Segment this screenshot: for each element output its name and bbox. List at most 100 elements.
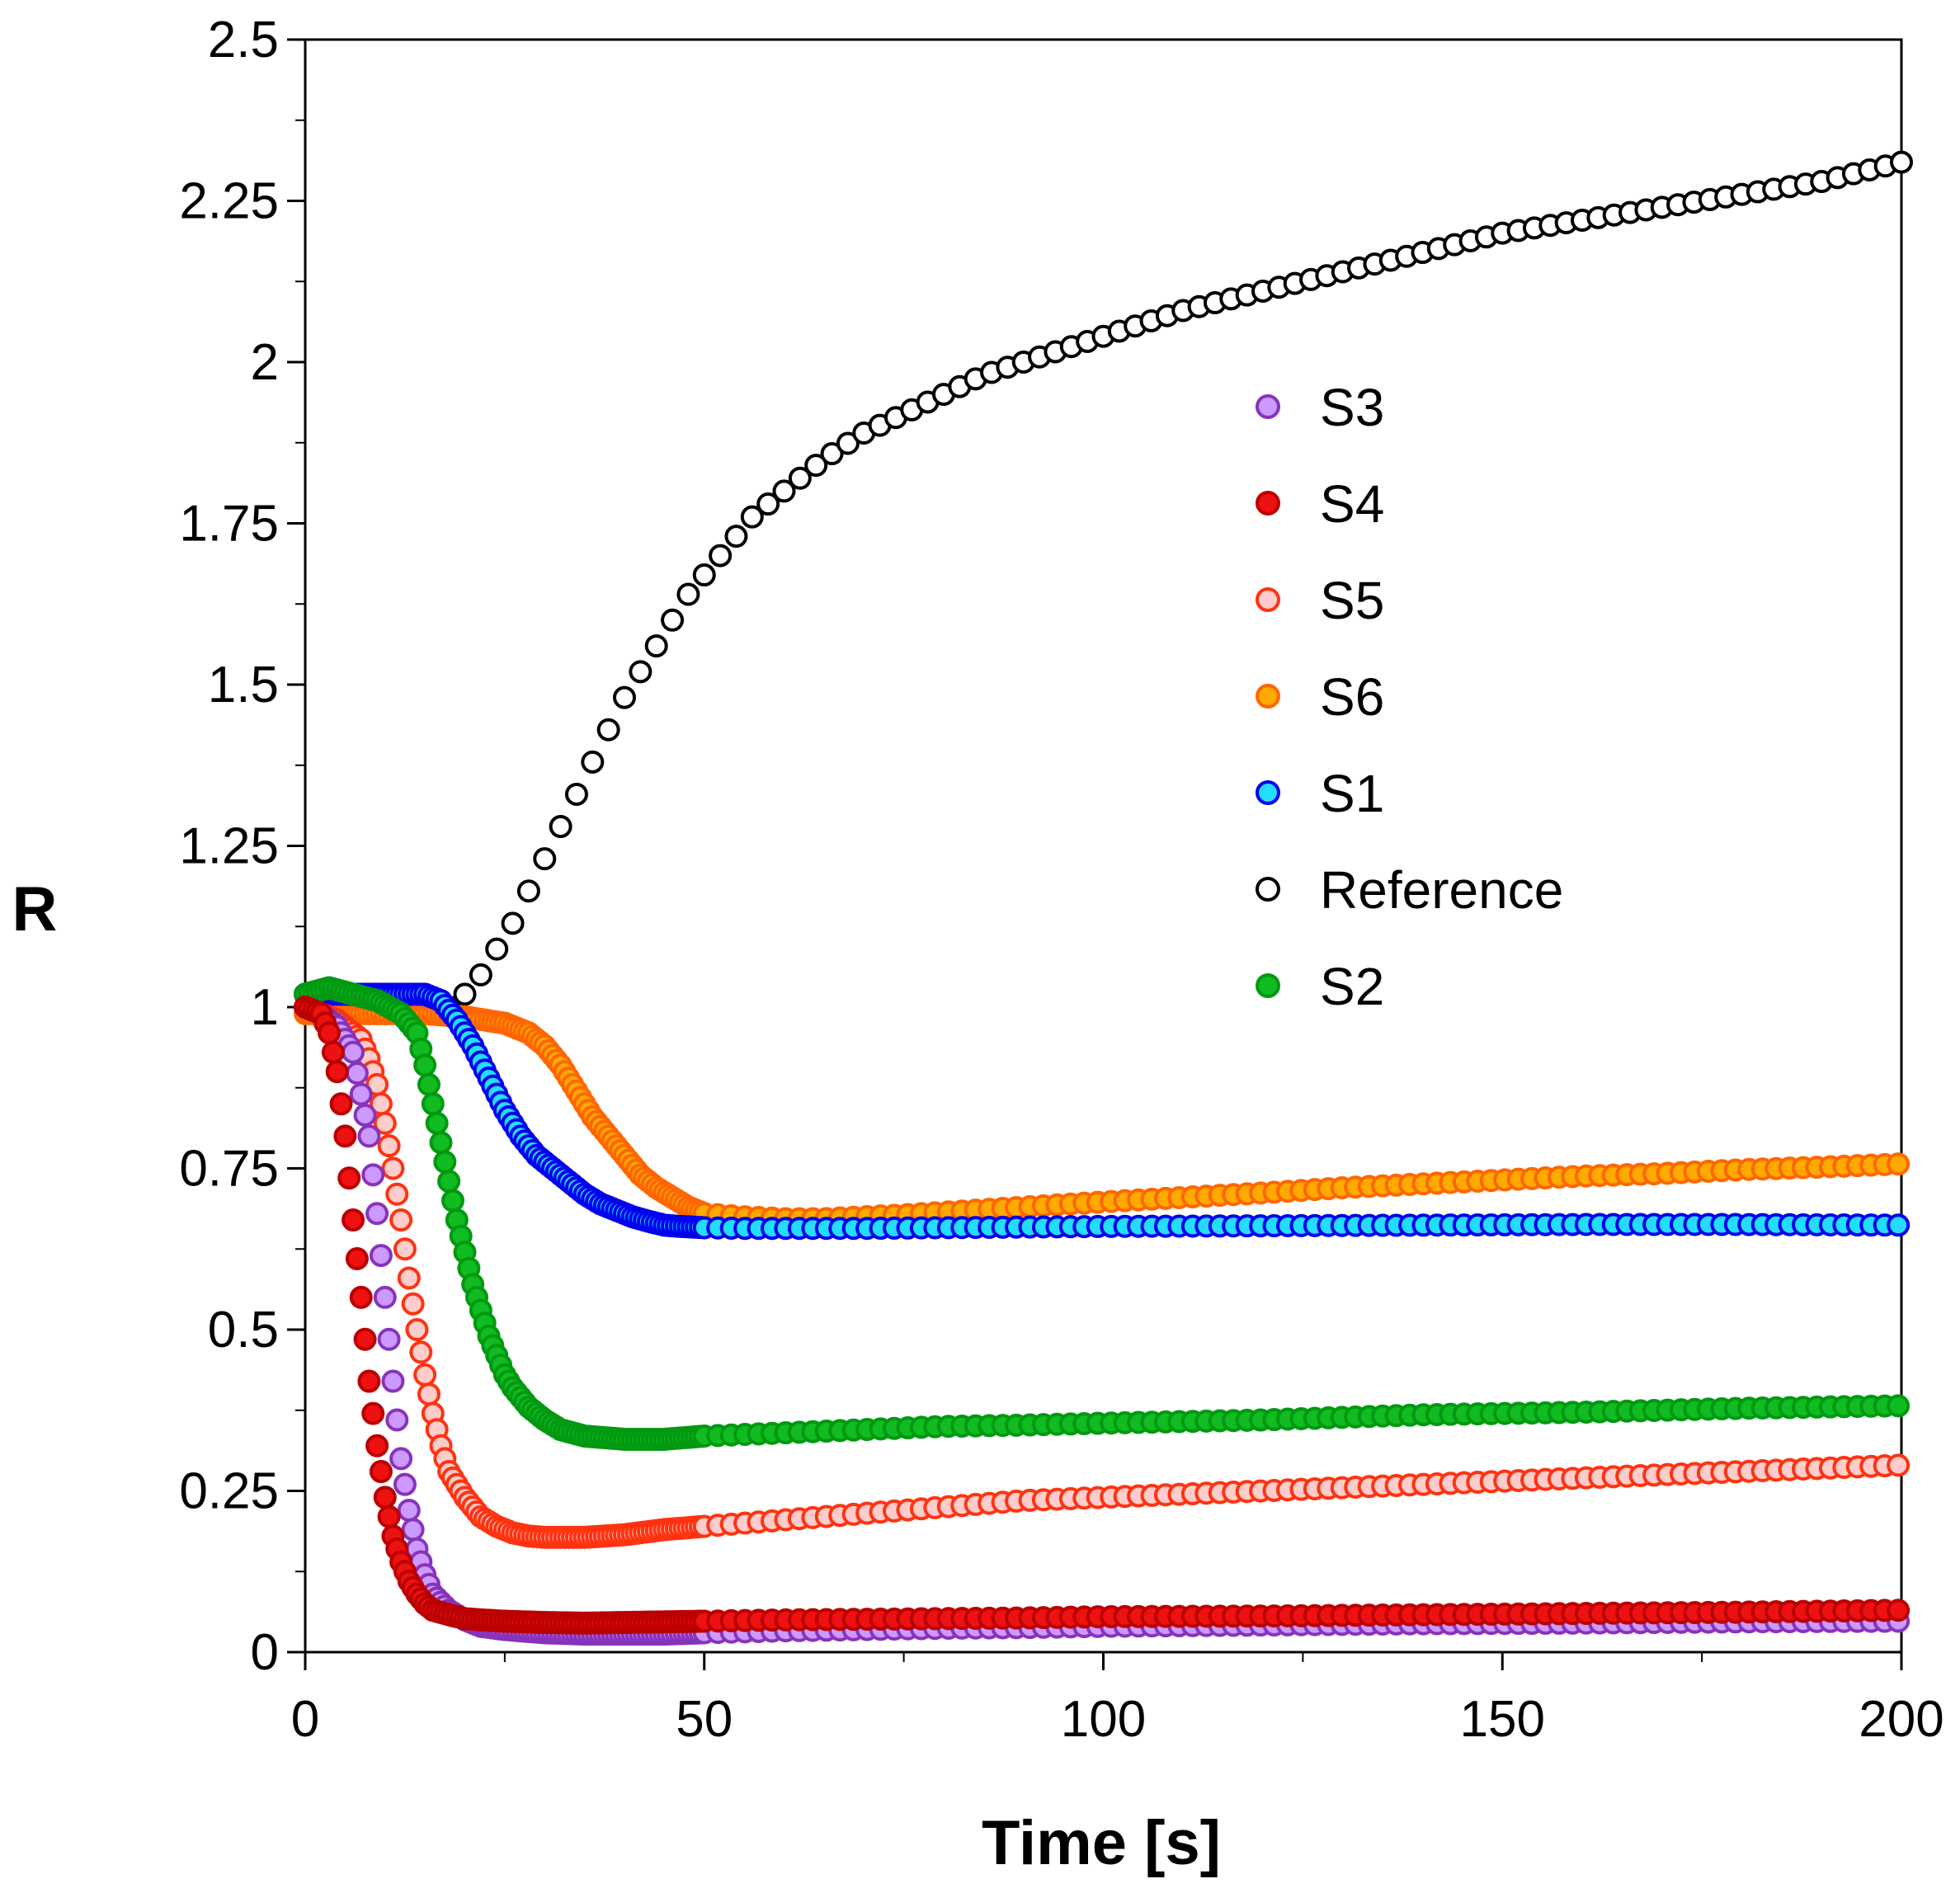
data-point-s4 (342, 1208, 365, 1232)
data-point-s4 (325, 1060, 349, 1084)
legend-label-s2: S2 (1320, 957, 1384, 1016)
data-point-s4 (377, 1505, 401, 1528)
legend-marker-s1 (1256, 780, 1280, 805)
data-point-reference (581, 750, 605, 774)
x-tick-label: 100 (1061, 1691, 1146, 1748)
data-point-s2 (425, 1111, 449, 1135)
y-tick-label: 2.25 (179, 173, 279, 230)
data-point-s3 (401, 1518, 425, 1542)
data-point-s2 (417, 1072, 441, 1096)
data-point-reference (1890, 150, 1913, 174)
data-point-s5 (377, 1134, 401, 1158)
legend-label-s6: S6 (1320, 667, 1384, 727)
data-point-s5 (397, 1266, 421, 1290)
legend-marker-s5 (1256, 587, 1280, 612)
series-reference (294, 150, 1913, 1025)
data-point-s3 (353, 1103, 377, 1127)
data-point-s4 (373, 1486, 397, 1509)
data-point-s2 (441, 1189, 464, 1213)
data-point-reference (469, 963, 492, 987)
data-point-reference (516, 879, 540, 903)
data-point-s3 (361, 1163, 385, 1187)
x-axis-title: Time [s] (982, 1808, 1221, 1878)
series-s4 (294, 996, 1911, 1635)
data-point-s3 (381, 1369, 405, 1393)
data-point-s5 (413, 1363, 437, 1387)
data-point-s3 (357, 1124, 381, 1148)
legend-marker-s3 (1256, 394, 1280, 419)
data-point-reference (836, 431, 860, 455)
data-point-s2 (413, 1053, 437, 1077)
data-point-reference (485, 937, 509, 961)
data-point-s4 (365, 1434, 389, 1457)
y-tick-label: 0.25 (179, 1463, 279, 1520)
data-point-reference (629, 660, 653, 684)
x-tick-label: 0 (291, 1691, 319, 1748)
data-point-reference (740, 505, 764, 529)
data-point-s3 (342, 1040, 365, 1064)
y-tick-label: 1.25 (179, 818, 279, 875)
data-point-s5 (393, 1237, 417, 1261)
y-tick-label: 1.5 (208, 657, 279, 713)
data-point-s4 (333, 1124, 357, 1148)
data-point-s3 (397, 1498, 421, 1522)
data-point-s2 (433, 1150, 457, 1174)
data-point-s2 (1887, 1394, 1911, 1418)
data-point-s4 (318, 1021, 342, 1045)
legend-marker-s4 (1256, 491, 1280, 516)
y-tick-label: 0.75 (179, 1141, 279, 1198)
series-s1 (294, 982, 1911, 1241)
data-point-s5 (381, 1156, 405, 1180)
data-point-s4 (349, 1285, 373, 1309)
data-point-reference (613, 685, 636, 709)
data-point-s2 (429, 1131, 453, 1155)
data-point-s5 (1887, 1453, 1911, 1477)
data-point-reference (453, 982, 477, 1006)
x-tick-label: 200 (1859, 1691, 1944, 1748)
data-point-s5 (409, 1340, 433, 1364)
data-point-s5 (389, 1208, 413, 1232)
data-point-s5 (401, 1292, 425, 1316)
data-point-s4 (1887, 1599, 1911, 1622)
data-point-s3 (365, 1202, 389, 1226)
data-point-s4 (361, 1401, 385, 1425)
data-point-s6 (1887, 1152, 1911, 1176)
legend-label-s3: S3 (1320, 378, 1384, 437)
data-point-s4 (353, 1327, 377, 1351)
data-point-reference (804, 454, 828, 478)
data-point-s5 (373, 1111, 397, 1135)
data-point-reference (549, 815, 572, 839)
data-point-s1 (1887, 1213, 1911, 1237)
data-point-s3 (345, 1062, 369, 1085)
y-axis-title: R (12, 874, 58, 944)
series-layer (294, 150, 1913, 1646)
series-s2 (294, 976, 1911, 1451)
data-point-reference (501, 911, 525, 935)
y-tick-label: 1 (251, 979, 279, 1036)
data-point-s3 (373, 1285, 397, 1309)
y-axis: 0 0.25 0.5 0.75 1 1.25 1.5 1.75 2 2.25 2.5 (179, 12, 305, 1681)
legend-label-reference: Reference (1320, 860, 1563, 920)
legend: S3 S4 S5 S6 S1 Reference S2 (1256, 378, 1563, 1016)
data-point-s3 (349, 1082, 373, 1106)
data-point-reference (692, 563, 716, 587)
data-point-reference (724, 525, 748, 549)
data-point-s4 (357, 1369, 381, 1393)
data-point-reference (676, 582, 700, 606)
data-point-reference (756, 492, 780, 516)
legend-marker-reference (1256, 877, 1280, 902)
legend-marker-s2 (1256, 973, 1280, 998)
data-point-s3 (369, 1244, 393, 1268)
data-point-reference (564, 782, 588, 806)
data-point-s4 (321, 1040, 345, 1064)
legend-label-s5: S5 (1320, 571, 1384, 630)
y-tick-label: 2 (251, 334, 279, 391)
y-tick-label: 2.5 (208, 12, 279, 68)
y-tick-label: 0 (251, 1624, 279, 1681)
data-point-s2 (437, 1170, 461, 1194)
data-point-s5 (385, 1182, 409, 1206)
data-point-reference (772, 479, 796, 503)
data-point-s3 (393, 1472, 417, 1496)
legend-marker-s6 (1256, 684, 1280, 709)
